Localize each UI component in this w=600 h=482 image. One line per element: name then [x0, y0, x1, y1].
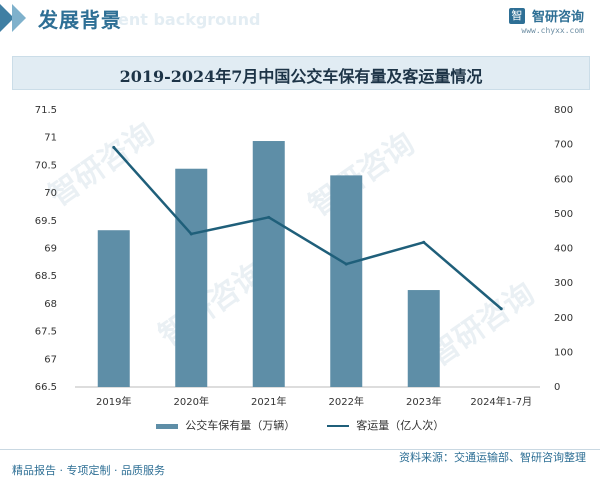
legend-bar-swatch: [155, 423, 178, 429]
section-header: 发展背景 ent background 智 智研咨询 www.chyxx.com: [0, 0, 600, 40]
x-tick-label: 2021年: [251, 395, 286, 408]
header-arrow-icon-secondary: [12, 4, 26, 32]
line-point: [499, 307, 503, 311]
section-title: 发展背景: [38, 8, 122, 32]
series-line: [112, 146, 503, 310]
y-left-tick-label: 70.5: [35, 160, 57, 171]
brand-logo-icon: 智: [508, 7, 525, 24]
y-left-tick-label: 71: [44, 133, 57, 144]
y-left-tick-label: 69: [44, 244, 57, 255]
brand-block: 智 智研咨询 www.chyxx.com: [508, 5, 584, 35]
line-point: [344, 262, 348, 266]
y-left-tick-label: 68.5: [35, 271, 57, 282]
legend-bar-label: 公交车保有量（万辆）: [185, 419, 296, 432]
footer-source: 资料来源：交通运输部、智研咨询整理: [399, 451, 586, 464]
header-arrow-icon: [0, 4, 14, 32]
legend-item-bar: 公交车保有量（万辆）: [155, 417, 296, 433]
brand-name: 智研咨询: [531, 10, 584, 25]
y-right-tick-label: 300: [554, 278, 573, 289]
y-left-tick-label: 66.5: [35, 382, 57, 393]
combo-chart: 66.5 67 67.5 68 68.5 69 69.5 70 70.5 71 71.5 0 100 20…: [35, 105, 573, 408]
footer-divider: [0, 449, 600, 450]
y-right-tick-label: 500: [554, 209, 573, 220]
bar: [97, 230, 130, 387]
chart-legend: 公交车保有量（万辆） 客运量（亿人次）: [0, 417, 600, 433]
y-right-tick-label: 0: [554, 382, 560, 393]
line-point: [267, 215, 271, 219]
x-tick-label: 2024年1-7月: [470, 395, 532, 408]
y-right-tick-label: 600: [554, 174, 573, 185]
x-tick-label: 2023年: [406, 395, 441, 408]
bar: [330, 175, 363, 387]
legend-line-label: 客运量（亿人次）: [356, 419, 445, 432]
y-left-tick-label: 71.5: [35, 105, 57, 116]
x-tick-label: 2019年: [96, 395, 131, 408]
bar: [407, 290, 440, 387]
brand-url: www.chyxx.com: [521, 26, 584, 35]
chart-title-bar: 2019-2024年7月中国公交车保有量及客运量情况: [12, 56, 590, 90]
footer-tagline: 精品报告 · 专项定制 · 品质服务: [12, 464, 165, 477]
line-point: [422, 240, 426, 244]
y-right-tick-label: 700: [554, 140, 573, 151]
y-right-tick-label: 800: [554, 105, 573, 116]
chart-title: 2019-2024年7月中国公交车保有量及客运量情况: [119, 67, 483, 86]
y-right-tick-label: 100: [554, 347, 573, 358]
line-point: [112, 145, 116, 149]
y-left-tick-label: 70: [44, 188, 57, 199]
line-point: [189, 232, 193, 236]
section-subtitle-english: ent background: [118, 10, 261, 29]
y-left-tick-label: 68: [44, 299, 57, 310]
y-left-tick-label: 67: [44, 354, 57, 365]
y-left-tick-label: 67.5: [35, 327, 57, 338]
x-tick-label: 2020年: [174, 395, 209, 408]
bar: [252, 141, 285, 387]
y-right-tick-label: 400: [554, 244, 573, 255]
y-right-tick-label: 200: [554, 313, 573, 324]
bar: [175, 168, 208, 387]
legend-item-line: 客运量（亿人次）: [326, 417, 445, 433]
y-left-tick-label: 69.5: [35, 216, 57, 227]
x-tick-label: 2022年: [329, 395, 364, 408]
legend-line-swatch: [326, 425, 349, 427]
